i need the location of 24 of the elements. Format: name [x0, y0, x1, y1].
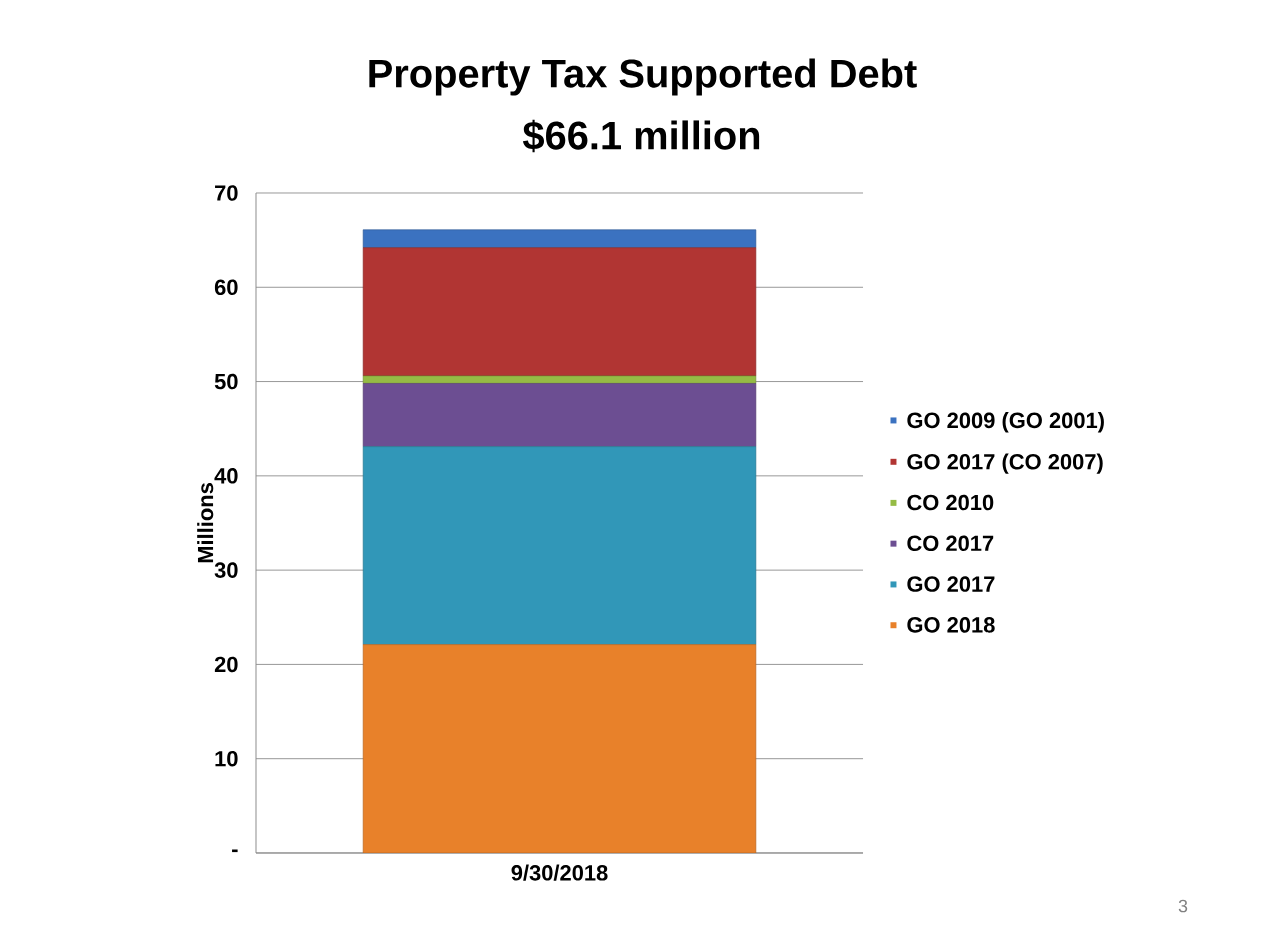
y-tick-label: 70 — [215, 185, 238, 201]
y-axis-title: Millions — [197, 483, 214, 563]
bar — [362, 229, 757, 248]
text: 3 — [1178, 899, 1188, 913]
y-tick-label: - — [232, 849, 238, 853]
bar — [362, 247, 757, 377]
legend-label: GO 2017 — [907, 576, 995, 592]
chart-subtitle: $66.1 million — [522, 119, 760, 153]
bar — [362, 375, 757, 384]
y-tick-label: 50 — [214, 373, 238, 390]
chart-title: Property Tax Supported Debt — [369, 58, 917, 96]
bar — [362, 383, 757, 447]
y-tick-label: 60 — [214, 279, 238, 296]
legend-label: GO 2018 — [907, 617, 995, 633]
bar — [362, 446, 757, 645]
y-tick-label: 40 — [214, 468, 238, 484]
y-tick-label: 20 — [214, 656, 238, 673]
legend-label: CO 2017 — [907, 535, 994, 552]
y-tick-label: 10 — [215, 750, 238, 767]
legend-label: GO 2017 (CO 2007) — [907, 453, 1103, 474]
x-tick-label: 9/30/2018 — [511, 864, 608, 881]
legend-label: CO 2010 — [907, 494, 994, 511]
y-tick-label: 30 — [214, 562, 238, 578]
legend-label: GO 2009 (GO 2001) — [907, 412, 1104, 433]
